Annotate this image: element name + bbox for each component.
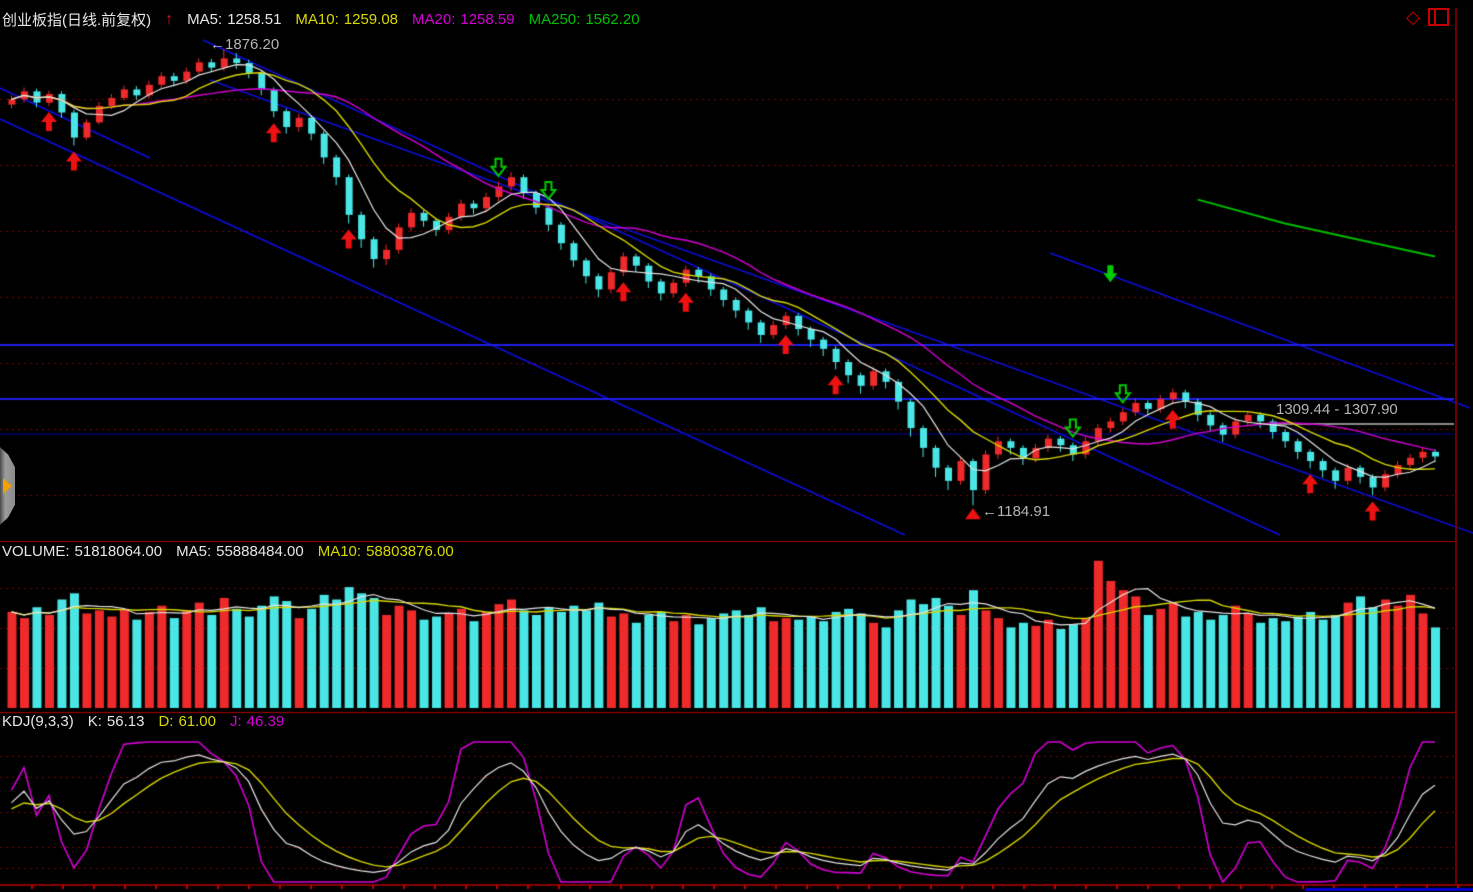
volume-ma5: MA5: 55888484.00 — [176, 543, 304, 560]
volume-ma10: MA10: 58803876.00 — [317, 543, 454, 560]
ma10-indicator: MA10: 1259.08 — [295, 11, 399, 28]
low-price-label: ←1184.91 — [982, 503, 1051, 520]
sidebar-expand-handle[interactable] — [0, 447, 15, 525]
diamond-icon[interactable]: ◇ — [1406, 7, 1420, 27]
ma5-indicator: MA5: 1258.51 — [187, 11, 282, 28]
ma250-indicator: MA250: 1562.20 — [528, 11, 640, 28]
range-price-label: 1309.44 - 1307.90 — [1276, 401, 1398, 418]
up-arrow-icon: ↑ — [165, 10, 174, 28]
kdj-j-value: J: 46.39 — [229, 713, 285, 730]
pane-right-border — [1455, 8, 1457, 886]
kdj-d-value: D: 61.00 — [158, 713, 216, 730]
expand-arrow-icon — [3, 478, 12, 494]
kdj-k-value: K: 56.13 — [87, 713, 145, 730]
volume-value: VOLUME: 51818064.00 — [2, 543, 163, 560]
kdj-pane-header: KDJ(9,3,3) K: 56.13 D: 61.00 J: 46.39 — [2, 713, 284, 730]
instrument-title: 创业板指(日线.前复权) — [2, 12, 152, 29]
split-window-icon[interactable] — [1428, 8, 1449, 26]
pane-controls: ◇ — [1406, 8, 1449, 26]
volume-pane-header: VOLUME: 51818064.00 MA5: 55888484.00 MA10:… — [2, 543, 454, 560]
ma20-indicator: MA20: 1258.59 — [412, 11, 515, 28]
main-chart-header: 创业板指(日线.前复权) ↑ MA5: 1258.51 MA10: 1259.08 … — [2, 9, 640, 30]
high-price-label: ←1876.20 — [210, 36, 280, 53]
kdj-name: KDJ(9,3,3) — [2, 713, 74, 730]
